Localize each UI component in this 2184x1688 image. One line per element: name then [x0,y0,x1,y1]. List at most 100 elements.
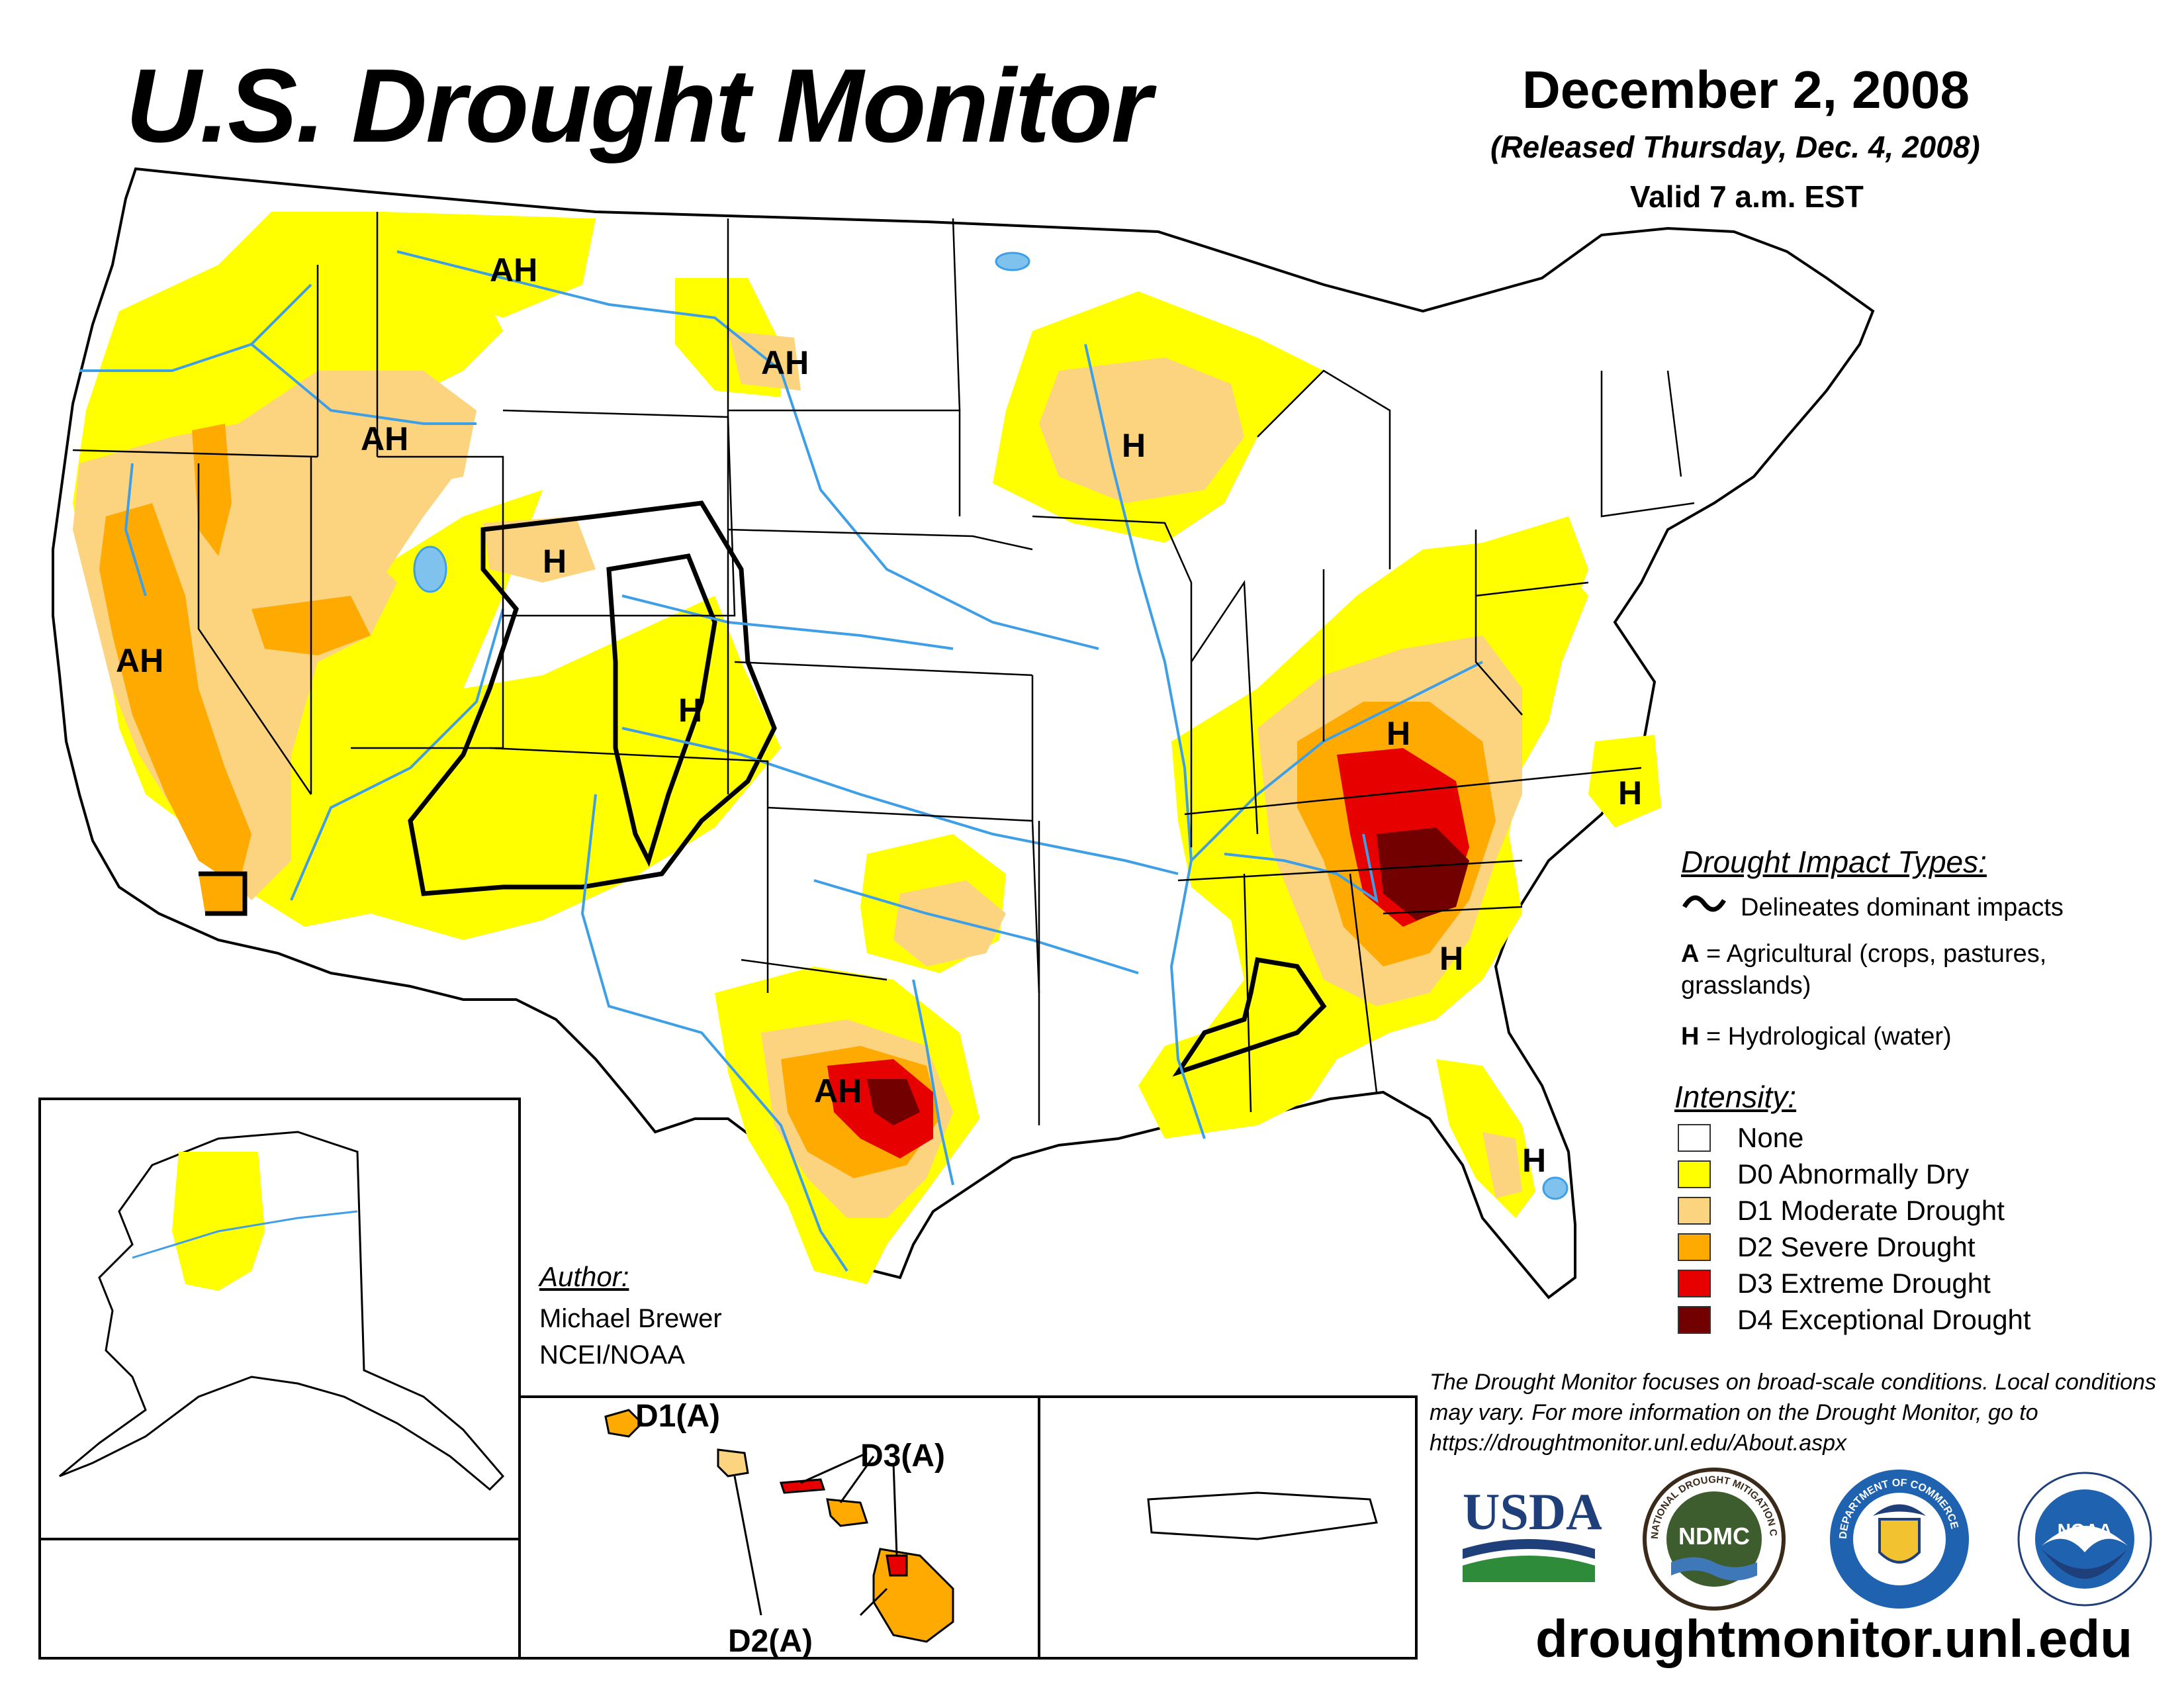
hawaii-kauai [604,1409,644,1438]
state-line-25 [1600,371,1695,518]
river-missouri [396,250,1099,650]
aleutian-inset-frame [38,1538,521,1660]
legend-row-d4: D4 Exceptional Drought [1678,1304,2031,1336]
map-labels: AH AH AH AH H H H H H H H AH D1(A) D3(A)… [116,252,1642,1659]
river-sacramento [124,463,147,596]
state-line-18 [1243,873,1252,1113]
alaska-river [132,1210,358,1259]
legend-label-d0: D0 Abnormally Dry [1737,1158,1970,1190]
label-h-nc: H [1618,774,1642,812]
legend-swatch-none [1678,1124,1711,1152]
usda-logo: USDA [1463,1483,1602,1582]
d1-wy-area [483,516,596,583]
label-h-fl: H [1522,1142,1546,1179]
river-rio-grande [580,794,848,1272]
legend-label-d3: D3 Extreme Drought [1737,1268,1991,1299]
noaa-logo-bird [2042,1526,2128,1552]
impact-line-socal [199,871,248,916]
puerto-rico-outline [1147,1491,1378,1540]
legend-label-d1: D1 Moderate Drought [1737,1195,2005,1226]
label-h-wy: H [543,543,567,580]
alaska-outline [59,1131,505,1491]
hawaii-inset-frame [518,1395,1040,1660]
usda-logo-swoosh-1 [1463,1539,1595,1559]
usda-logo-text: USDA [1463,1483,1602,1540]
state-line-24 [1475,530,1523,716]
impact-hydrological-line: H = Hydrological (water) [1681,1023,1952,1051]
label-h-ga: H [1439,940,1463,977]
legend-swatch-d2 [1678,1233,1711,1261]
commerce-logo-shield [1878,1518,1921,1564]
state-line-07 [502,409,736,617]
noaa-logo-lower [2042,1549,2128,1579]
river-tennessee [1224,833,1379,904]
label-h-co: H [678,692,702,729]
impact-types-title: Drought Impact Types: [1681,845,1987,879]
state-line-17 [1190,580,1259,835]
noaa-logo: NOAA [2017,1472,2152,1607]
hydrological-key: H [1681,1023,1700,1051]
release-date: (Released Thursday, Dec. 4, 2008) [1490,130,1980,164]
hawaii-maui [826,1498,869,1527]
state-line-30 [1257,369,1391,569]
label-hawaii-d1: D1(A) [635,1399,720,1434]
d1-ok-area [893,880,1006,966]
river-arkansas [621,727,1179,875]
legend-swatch-d4 [1678,1306,1711,1334]
author-name: Michael Brewer [539,1304,722,1333]
d2-ca-north [192,424,232,556]
d2-ca-south [199,874,245,914]
river-texas [912,979,954,1186]
leader-d3-maui [839,1456,875,1503]
state-line-29 [1383,906,1523,915]
leader-d2-big [859,1587,888,1617]
hawaii-big-island-d3 [886,1554,908,1577]
state-line-23 [1475,581,1589,597]
agricultural-text: = Agricultural (crops, pastures, [1699,940,2047,968]
impact-line-co [606,553,717,867]
d0-nc-area [1588,735,1661,827]
label-ah-id: AH [361,420,408,457]
rivers [79,250,1483,1272]
state-line-06 [351,455,504,749]
lake-sakakawea [995,252,1030,271]
state-line-28 [741,959,887,981]
d4-tx-area [867,1079,920,1125]
ndmc-logo-waves [1671,1557,1757,1581]
legend-row-d3: D3 Extreme Drought [1678,1268,1991,1299]
state-line-12 [734,661,1033,677]
legend-row-d2: D2 Severe Drought [1678,1231,1976,1263]
legend-row-none: None [1678,1122,1803,1154]
river-mississippi [1084,344,1206,1139]
impact-line-ms [1172,957,1327,1077]
state-boundaries [72,212,1695,1125]
river-columbia [79,283,312,372]
alaska-map [59,1131,505,1491]
state-line-21 [1349,873,1378,1093]
legend-swatch-d0 [1678,1160,1711,1188]
agricultural-key: A [1681,940,1700,968]
impact-line-rockies [408,500,777,896]
hawaii-map [604,1409,954,1643]
hawaii-big-island [872,1548,954,1643]
d1-wi-area [1039,357,1244,503]
map-date: December 2, 2008 [1522,60,1970,119]
state-line-19 [1184,767,1642,816]
ndmc-logo: NATIONAL DROUGHT MITIGATION CENTER NDMC [1641,1466,1786,1611]
d1-id-area [318,371,477,490]
state-line-01 [72,449,318,458]
impact-agricultural-line: A = Agricultural (crops, pastures, [1681,940,2046,968]
label-hawaii-d2: D2(A) [728,1624,813,1659]
puerto-rico-inset-frame [1038,1395,1418,1660]
hydrological-text: = Hydrological (water) [1699,1023,1952,1051]
commerce-logo: DEPARTMENT OF COMMERCE [1830,1470,1969,1609]
inset-frames [38,1098,1418,1660]
state-line-15 [1032,515,1193,847]
label-hawaii-d3: D3(A) [860,1438,945,1474]
website-url[interactable]: droughtmonitor.unl.edu [1535,1609,2133,1668]
great-salt-lake [413,545,447,593]
legend-row-d1: D1 Moderate Drought [1678,1195,2005,1227]
river-red [813,879,1139,974]
label-ah-mt: AH [490,252,537,289]
